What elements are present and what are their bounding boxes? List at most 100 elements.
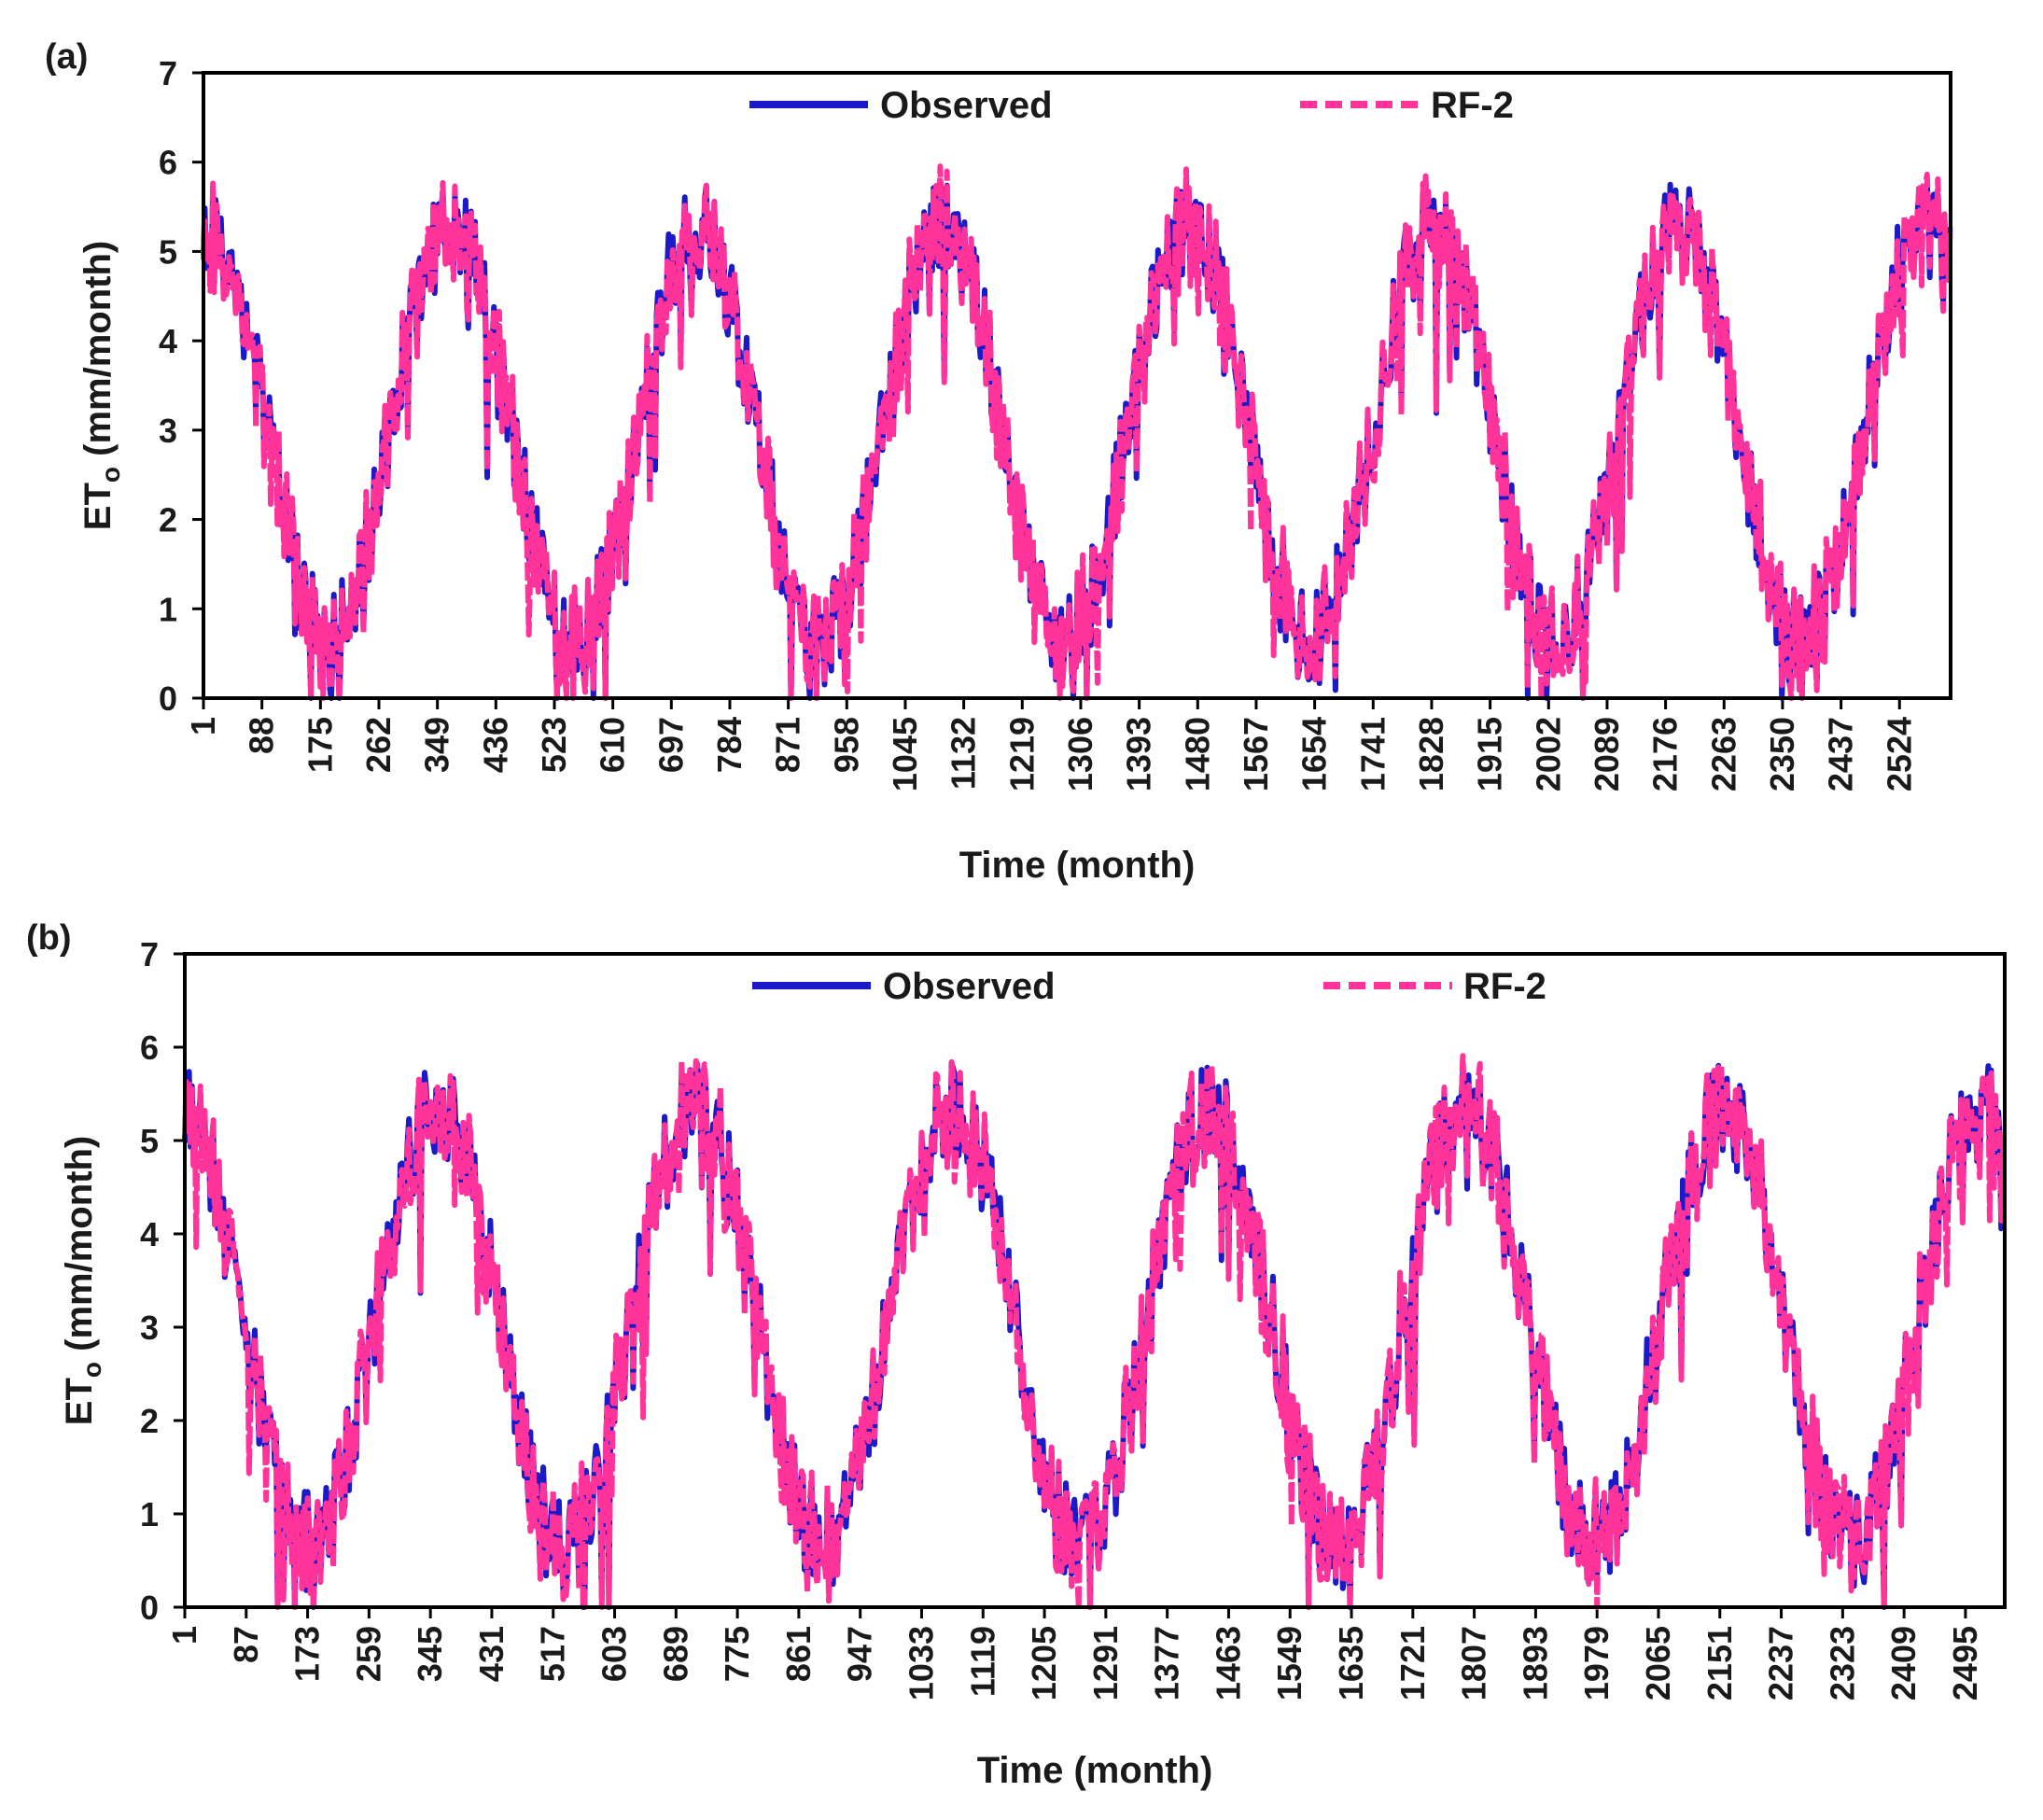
legend: Observed RF-2 bbox=[749, 85, 1514, 126]
y-axis-label-unit: (mm/month) bbox=[77, 241, 119, 467]
y-tick-label: 0 bbox=[159, 679, 177, 718]
x-tick-label: 349 bbox=[418, 717, 456, 773]
x-tick-label: 947 bbox=[841, 1626, 879, 1682]
x-tick-label: 1979 bbox=[1577, 1626, 1616, 1701]
y-axis-label-main: ET bbox=[59, 1378, 100, 1425]
x-tick-label: 1219 bbox=[1002, 717, 1041, 791]
y-tick-label: 3 bbox=[159, 412, 177, 450]
y-tick-label: 2 bbox=[140, 1402, 159, 1440]
x-tick-label: 2323 bbox=[1823, 1626, 1861, 1701]
legend-observed-label: Observed bbox=[883, 966, 1056, 1007]
x-tick-label: 2002 bbox=[1529, 717, 1567, 791]
x-tick-label: 1463 bbox=[1209, 1626, 1247, 1701]
x-axis-ticks: 1 87 173 259 345 431 517 603 689 775 861 947 1033 111… bbox=[165, 1607, 1984, 1701]
series-rf2 bbox=[182, 1053, 2008, 1610]
x-tick-label: 2495 bbox=[1946, 1626, 1984, 1701]
legend-rf2-label: RF-2 bbox=[1431, 85, 1514, 126]
y-axis-ticks: 0 1 2 3 4 5 6 7 bbox=[159, 54, 203, 718]
y-tick-label: 4 bbox=[140, 1215, 159, 1253]
plot-frame bbox=[202, 71, 1952, 700]
y-tick-label: 2 bbox=[159, 501, 177, 539]
x-tick-label: 1893 bbox=[1516, 1626, 1554, 1701]
x-tick-label: 1567 bbox=[1237, 717, 1275, 791]
x-tick-label: 1807 bbox=[1455, 1626, 1493, 1701]
y-axis-label-sub: o bbox=[96, 467, 125, 483]
y-tick-label: 4 bbox=[159, 322, 177, 360]
x-tick-label: 958 bbox=[827, 717, 865, 773]
y-tick-label: 6 bbox=[159, 144, 177, 182]
x-tick-label: 1306 bbox=[1061, 717, 1099, 791]
x-tick-label: 87 bbox=[227, 1626, 265, 1663]
y-axis-label-sub: o bbox=[77, 1362, 106, 1378]
y-axis-label: ETo (mm/month) bbox=[77, 241, 125, 530]
x-tick-label: 2524 bbox=[1880, 717, 1918, 791]
y-tick-label: 6 bbox=[140, 1029, 159, 1067]
y-axis-label: ETo (mm/month) bbox=[59, 1136, 106, 1425]
series-rf2 bbox=[201, 163, 1953, 701]
x-tick-label: 2237 bbox=[1762, 1626, 1800, 1701]
x-tick-label: 603 bbox=[595, 1626, 634, 1682]
x-tick-label: 2151 bbox=[1700, 1626, 1739, 1701]
x-tick-label: 1480 bbox=[1178, 717, 1216, 791]
x-tick-label: 1828 bbox=[1412, 717, 1450, 791]
x-tick-label: 871 bbox=[769, 717, 807, 773]
x-tick-label: 1393 bbox=[1120, 717, 1158, 791]
x-tick-label: 345 bbox=[411, 1626, 449, 1682]
x-tick-label: 2437 bbox=[1822, 717, 1860, 791]
x-tick-label: 1033 bbox=[902, 1626, 940, 1701]
series-rf2-line bbox=[182, 1053, 2008, 1610]
x-tick-label: 1721 bbox=[1393, 1626, 1432, 1701]
x-axis-ticks: 1 88 175 262 349 436 523 610 697 784 871 958 1045 113… bbox=[184, 698, 1918, 791]
y-tick-label: 1 bbox=[159, 590, 177, 628]
x-tick-label: 173 bbox=[288, 1626, 327, 1682]
x-tick-label: 2089 bbox=[1588, 717, 1626, 791]
legend-rf2-label: RF-2 bbox=[1463, 966, 1546, 1007]
x-tick-label: 431 bbox=[472, 1626, 511, 1682]
x-tick-label: 1045 bbox=[886, 717, 924, 791]
y-axis-ticks: 0 1 2 3 4 5 6 7 bbox=[140, 935, 185, 1627]
y-axis-label-unit: (mm/month) bbox=[59, 1136, 100, 1362]
y-tick-label: 3 bbox=[140, 1309, 159, 1347]
x-tick-label: 1132 bbox=[945, 717, 983, 790]
x-tick-label: 2350 bbox=[1763, 717, 1801, 791]
x-tick-label: 784 bbox=[710, 717, 749, 773]
x-tick-label: 775 bbox=[718, 1626, 756, 1682]
x-tick-label: 1 bbox=[184, 717, 222, 735]
x-tick-label: 2176 bbox=[1646, 717, 1685, 791]
x-tick-label: 262 bbox=[359, 717, 398, 773]
x-tick-label: 2409 bbox=[1884, 1626, 1923, 1701]
x-tick-label: 1119 bbox=[963, 1626, 1001, 1697]
x-tick-label: 2263 bbox=[1704, 717, 1742, 791]
x-tick-label: 861 bbox=[779, 1626, 818, 1682]
y-tick-label: 7 bbox=[140, 935, 159, 973]
x-tick-label: 1635 bbox=[1332, 1626, 1370, 1701]
x-tick-label: 689 bbox=[656, 1626, 694, 1682]
x-tick-label: 1915 bbox=[1471, 717, 1509, 791]
x-tick-label: 697 bbox=[651, 717, 690, 773]
x-tick-label: 2065 bbox=[1639, 1626, 1677, 1701]
x-tick-label: 88 bbox=[243, 717, 281, 754]
panel-label: (a) bbox=[45, 37, 88, 77]
legend: Observed RF-2 bbox=[752, 966, 1546, 1007]
x-tick-label: 517 bbox=[534, 1626, 572, 1682]
panel-label: (b) bbox=[26, 918, 72, 958]
x-tick-label: 1205 bbox=[1025, 1626, 1063, 1701]
x-axis-label: Time (month) bbox=[959, 845, 1196, 886]
x-tick-label: 1377 bbox=[1148, 1626, 1186, 1701]
x-tick-label: 1291 bbox=[1086, 1626, 1125, 1701]
x-tick-label: 610 bbox=[594, 717, 632, 773]
plot-frame bbox=[183, 952, 2007, 1609]
x-tick-label: 1741 bbox=[1353, 717, 1392, 791]
y-axis-label-main: ET bbox=[77, 483, 119, 530]
y-tick-label: 5 bbox=[140, 1122, 159, 1160]
x-tick-label: 523 bbox=[535, 717, 573, 773]
series-rf2-line bbox=[201, 163, 1953, 701]
y-tick-label: 1 bbox=[140, 1495, 159, 1533]
y-tick-label: 0 bbox=[140, 1589, 159, 1627]
x-tick-label: 1549 bbox=[1270, 1626, 1308, 1701]
x-tick-label: 1654 bbox=[1295, 717, 1334, 791]
x-tick-label: 259 bbox=[349, 1626, 387, 1682]
